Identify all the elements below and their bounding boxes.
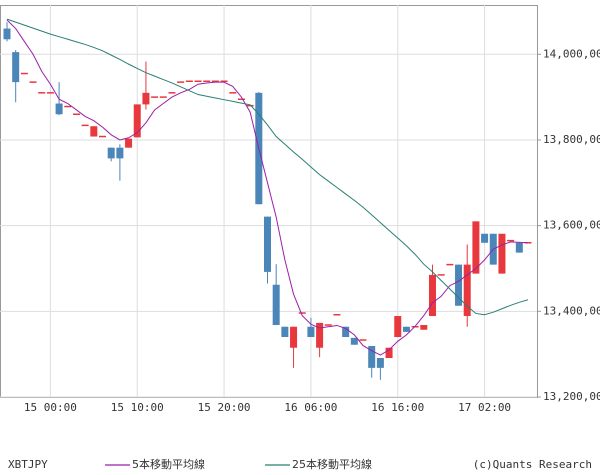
candle-body bbox=[246, 104, 254, 107]
candle-body bbox=[229, 92, 237, 94]
candle-body bbox=[3, 28, 11, 40]
candle-body bbox=[133, 104, 141, 138]
symbol: XBTJPY bbox=[8, 458, 48, 471]
candle-body bbox=[281, 326, 289, 338]
candle-body bbox=[151, 96, 159, 98]
candle-body bbox=[298, 312, 306, 314]
candle-body bbox=[55, 103, 63, 115]
candle-body bbox=[125, 138, 133, 148]
y-tick-label: 13,200,00 bbox=[543, 390, 600, 403]
ma-line bbox=[6, 18, 529, 316]
candle-body bbox=[159, 96, 167, 98]
candle-body bbox=[385, 347, 393, 359]
candle-body bbox=[455, 264, 463, 306]
candle-body bbox=[46, 92, 54, 94]
candle-body bbox=[185, 80, 193, 83]
candle-body bbox=[99, 135, 107, 138]
candle-body bbox=[420, 325, 428, 330]
candle-body bbox=[307, 326, 315, 338]
candle-body bbox=[12, 52, 20, 83]
candle-body bbox=[316, 322, 324, 348]
y-tick-label: 14,000,00 bbox=[543, 47, 600, 60]
candle-body bbox=[211, 80, 219, 83]
legend-label: 5本移動平均線 bbox=[132, 457, 205, 471]
candle-body bbox=[394, 316, 402, 338]
candle-body bbox=[220, 80, 228, 83]
candle-body bbox=[29, 81, 37, 83]
candle-body bbox=[437, 274, 445, 276]
candle-body bbox=[272, 284, 280, 326]
candle-body bbox=[446, 263, 454, 266]
candle-body bbox=[324, 324, 332, 326]
candle-body bbox=[402, 326, 410, 332]
ma-line bbox=[6, 19, 529, 356]
x-tick-label: 16 16:00 bbox=[371, 401, 424, 414]
candle-body bbox=[20, 72, 28, 75]
candle-body bbox=[333, 313, 341, 316]
y-tick-label: 13,600,00 bbox=[543, 219, 600, 232]
x-tick-label: 16 06:00 bbox=[284, 401, 337, 414]
candle-body bbox=[203, 80, 211, 83]
candle-body bbox=[350, 337, 358, 345]
candle-body bbox=[38, 92, 46, 94]
candle-body bbox=[359, 339, 367, 341]
candle-body bbox=[515, 242, 523, 253]
candle-body bbox=[142, 92, 150, 105]
candle-body bbox=[64, 105, 72, 108]
copyright: (c)Quants Research bbox=[473, 458, 592, 471]
candle-body bbox=[264, 216, 271, 272]
x-tick-label: 17 02:00 bbox=[458, 401, 511, 414]
plot-frame bbox=[0, 5, 538, 398]
candle-body bbox=[194, 80, 202, 83]
candle-body bbox=[116, 147, 124, 159]
legend-label: 25本移動平均線 bbox=[292, 457, 372, 471]
x-tick-label: 15 00:00 bbox=[24, 401, 77, 414]
y-tick-label: 13,800,00 bbox=[543, 133, 600, 146]
candle-body bbox=[472, 221, 480, 274]
candle-body bbox=[107, 147, 115, 159]
candle-body bbox=[342, 326, 350, 338]
candle-body bbox=[177, 81, 185, 83]
candle-body bbox=[463, 264, 471, 317]
candle-body bbox=[72, 113, 80, 115]
candle-body bbox=[428, 274, 436, 317]
candle-body bbox=[498, 233, 506, 274]
y-tick-label: 13,400,00 bbox=[543, 304, 600, 317]
candle-body bbox=[368, 346, 376, 368]
candle-body bbox=[290, 326, 298, 348]
candle-body bbox=[90, 126, 98, 137]
x-tick-label: 15 20:00 bbox=[198, 401, 251, 414]
candle-body bbox=[376, 358, 384, 368]
x-tick-label: 15 10:00 bbox=[111, 401, 164, 414]
candle-body bbox=[81, 124, 89, 127]
candle-body bbox=[168, 92, 176, 94]
candle-body bbox=[237, 98, 245, 101]
candle-body bbox=[481, 233, 489, 243]
candle-body bbox=[507, 239, 515, 242]
